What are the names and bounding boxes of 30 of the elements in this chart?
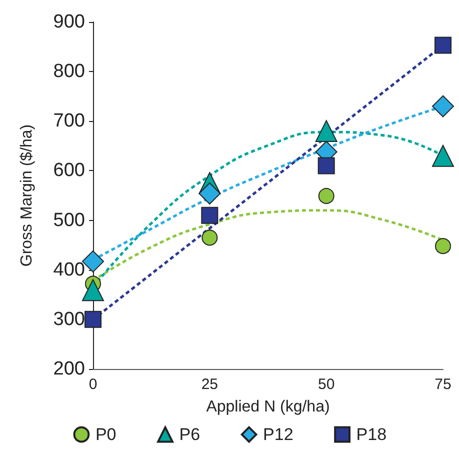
y-tick-label: 600 [53,160,85,182]
y-tick-label: 400 [53,259,85,280]
point [318,188,334,204]
x-axis-title: Applied N (kg/ha) [206,398,330,416]
point [435,238,451,254]
y-axis-title: Gross Margin ($/ha) [18,124,36,267]
point [432,95,454,118]
point [198,182,221,205]
point [318,157,335,174]
y-tick-label: 300 [53,308,85,330]
point [434,36,452,54]
legend-label: P0 [95,425,116,444]
y-tick-label: 900 [53,12,85,32]
legend-label: P6 [179,425,200,444]
y-tick-label: 200 [53,358,85,380]
legend-label: P12 [263,425,294,444]
x-tick-label: 75 [434,376,452,393]
y-tick-label: 500 [53,210,85,231]
point [82,279,104,302]
point [432,144,454,167]
point [84,310,102,328]
legend-label: P18 [356,425,387,444]
y-tick-label: 800 [53,61,85,82]
x-tick-label: 25 [201,376,218,393]
point [202,230,218,246]
y-tick-label: 700 [53,110,85,132]
x-tick-label: 0 [88,376,98,393]
x-tick-label: 50 [318,376,335,393]
point [315,120,338,142]
point [201,206,218,224]
